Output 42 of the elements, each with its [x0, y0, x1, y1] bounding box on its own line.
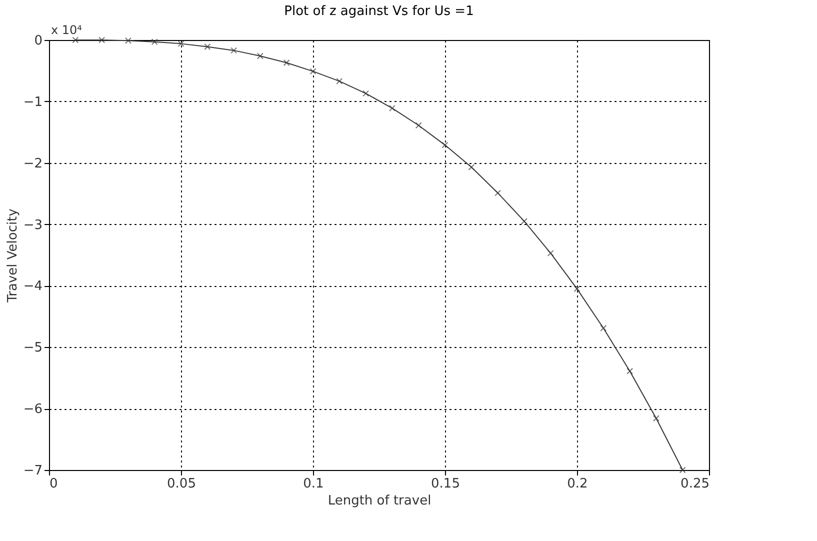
y-tick-label: −4 [23, 279, 42, 294]
y-tick-label: −3 [23, 218, 42, 233]
y-axis-title: Travel Velocity [5, 208, 20, 304]
point [679, 466, 686, 474]
point [362, 90, 370, 97]
y-tick-label: −5 [23, 340, 42, 356]
point [652, 415, 660, 422]
point [415, 122, 422, 129]
point [442, 142, 448, 148]
point [98, 36, 106, 44]
point [124, 37, 132, 44]
y-tick-label: −2 [23, 156, 42, 172]
y-tick-label: 0 [34, 34, 42, 48]
y-tick-label: −6 [23, 402, 42, 418]
x-tick-label: 0.05 [167, 476, 196, 492]
y-tick-label: −1 [23, 94, 42, 110]
point [151, 38, 158, 46]
x-tick-label: 0.15 [431, 476, 460, 492]
point [310, 68, 316, 75]
point [388, 104, 396, 112]
point [72, 36, 79, 44]
point [230, 47, 238, 54]
point [574, 286, 580, 292]
point [494, 190, 502, 196]
point [600, 324, 607, 332]
point [336, 78, 343, 84]
point [547, 250, 554, 256]
point [520, 218, 528, 224]
point [204, 44, 211, 50]
y-tick-label: −7 [23, 464, 42, 478]
x-axis-title: Length of travel [328, 494, 432, 508]
point [283, 59, 290, 66]
chart-title: Plot of z against Vs for Us =1 [284, 4, 474, 19]
x-tick-label: 0 [50, 476, 58, 492]
point [468, 164, 475, 170]
point [178, 40, 184, 47]
x-tick-label: 0.25 [680, 476, 710, 492]
x-tick-label: 0.2 [567, 476, 588, 492]
x-tick-label: 0.1 [303, 476, 324, 492]
point [626, 368, 634, 374]
point [256, 52, 264, 60]
text: x 10⁴ [51, 23, 82, 37]
